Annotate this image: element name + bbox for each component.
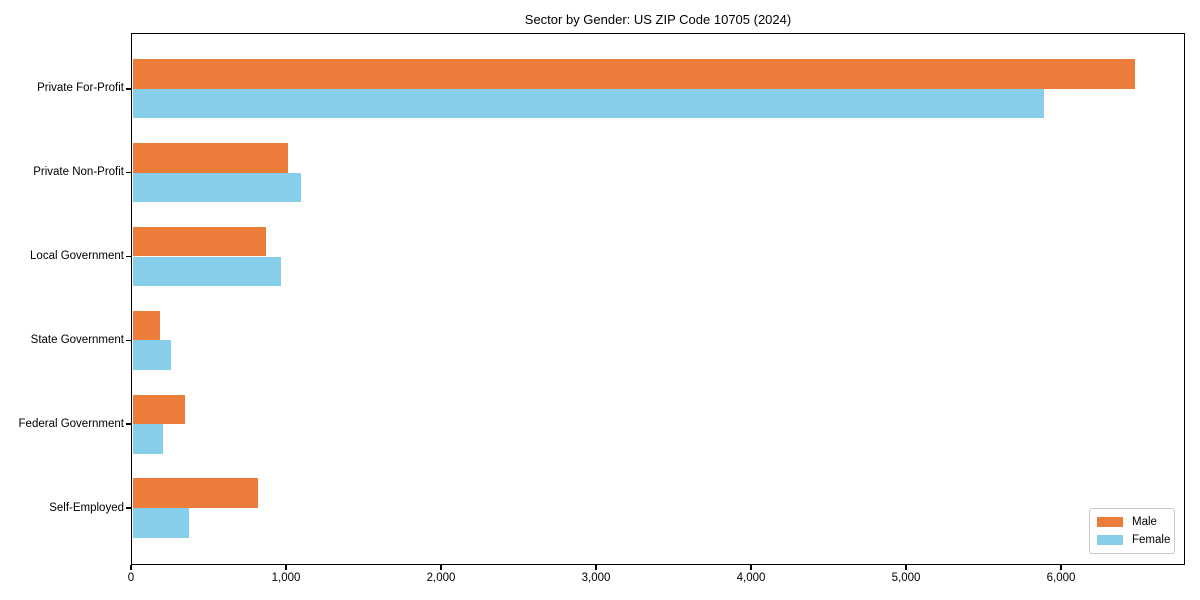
x-axis-tick bbox=[750, 565, 752, 570]
y-axis-label-private-for-profit: Private For-Profit bbox=[37, 82, 124, 95]
x-axis-tick bbox=[905, 565, 907, 570]
y-axis-tick bbox=[126, 171, 131, 174]
bar-male-state-government bbox=[132, 310, 161, 341]
bar-male-private-non-profit bbox=[132, 143, 289, 173]
bar-female-state-government bbox=[132, 340, 171, 370]
x-axis-tick bbox=[285, 565, 287, 570]
y-axis-tick bbox=[126, 339, 131, 342]
bar-female-private-for-profit bbox=[132, 88, 1044, 119]
legend-item-male: Male bbox=[1097, 516, 1167, 528]
bar-male-local-government bbox=[132, 226, 266, 257]
x-axis-tick-label-0: 0 bbox=[127, 572, 135, 584]
y-axis-tick bbox=[126, 255, 131, 258]
y-axis-label-state-government: State Government bbox=[30, 333, 124, 346]
bar-female-private-non-profit bbox=[132, 172, 301, 203]
x-axis-tick-label-1-000: 1,000 bbox=[271, 572, 301, 584]
legend-label-female: Female bbox=[1132, 533, 1171, 546]
bar-female-self-employed bbox=[132, 508, 190, 538]
x-axis-tick-label-6-000: 6,000 bbox=[1046, 572, 1076, 584]
legend-swatch-male bbox=[1097, 517, 1123, 528]
y-axis-label-federal-government: Federal Government bbox=[18, 417, 124, 430]
x-axis-tick-label-4-000: 4,000 bbox=[736, 572, 766, 584]
y-axis-tick bbox=[126, 507, 131, 509]
x-axis-tick-label-2-000: 2,000 bbox=[426, 572, 456, 584]
y-axis-label-local-government: Local Government bbox=[30, 250, 124, 262]
bar-male-federal-government bbox=[132, 394, 186, 425]
plot-area bbox=[131, 33, 1185, 565]
x-axis-tick bbox=[595, 565, 597, 570]
legend-swatch-female bbox=[1097, 534, 1123, 545]
legend-label-male: Male bbox=[1132, 516, 1157, 529]
x-axis-tick bbox=[440, 565, 442, 570]
x-axis-tick bbox=[1060, 565, 1062, 570]
legend-item-female: Female bbox=[1097, 533, 1171, 546]
y-axis-tick bbox=[126, 88, 131, 90]
x-axis-tick-label-3-000: 3,000 bbox=[581, 572, 611, 584]
x-axis-tick-label-5-000: 5,000 bbox=[891, 572, 921, 584]
bar-female-local-government bbox=[132, 256, 282, 287]
bar-female-federal-government bbox=[132, 424, 163, 454]
bar-male-private-for-profit bbox=[132, 59, 1135, 89]
bar-male-self-employed bbox=[132, 478, 259, 509]
y-axis-label-private-non-profit: Private Non-Profit bbox=[33, 166, 124, 179]
y-axis-tick bbox=[126, 423, 131, 425]
chart-title: Sector by Gender: US ZIP Code 10705 (202… bbox=[524, 12, 792, 27]
legend: Male Female bbox=[1089, 508, 1175, 554]
y-axis-label-self-employed: Self-Employed bbox=[49, 501, 124, 514]
x-axis-tick bbox=[130, 565, 132, 570]
